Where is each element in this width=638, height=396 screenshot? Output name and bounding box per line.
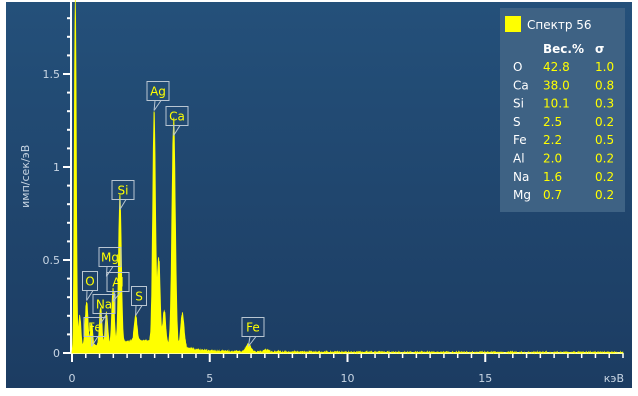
table-cell-weight: 10.1 [543,97,570,111]
y-tick-label: 1.5 [43,68,61,81]
table-header-sigma: σ [595,42,604,56]
legend-swatch [505,16,521,32]
table-cell-element: Fe [513,133,527,147]
peak-label-text: Na [96,298,112,312]
table-cell-element: Mg [513,188,531,202]
y-axis-title: имп/сек/эВ [19,145,32,208]
table-cell-sigma: 0.3 [595,97,614,111]
x-tick-label: 0 [69,372,76,385]
x-tick-label: 5 [206,372,213,385]
y-tick-label: 0.5 [43,254,61,267]
table-cell-weight: 1.6 [543,170,562,184]
table-cell-sigma: 0.5 [595,133,614,147]
table-cell-element: Ca [513,78,529,92]
x-tick-label: 15 [478,372,492,385]
table-cell-weight: 38.0 [543,78,570,92]
peak-label-text: Mg [101,251,119,265]
table-cell-sigma: 0.2 [595,152,614,166]
peak-label-text: Ag [150,85,166,99]
y-tick-label: 0 [53,347,60,360]
table-cell-weight: 2.5 [543,115,562,129]
y-tick-label: 1 [53,161,60,174]
table-header-wt: Вес.% [543,42,584,56]
table-cell-element: S [513,115,521,129]
table-cell-element: Na [513,170,529,184]
peak-label-text: Al [112,276,124,290]
table-row: Ca 38.0 0.8 [513,78,614,92]
peak-label-text: Fe [246,321,260,335]
table-cell-sigma: 0.2 [595,115,614,129]
legend-title: Спектр 56 [527,18,592,32]
peak-label-text: Ca [169,110,185,124]
table-cell-element: Si [513,97,524,111]
peak-label-text: Fe [88,321,102,335]
peak-label-text: Si [118,184,129,198]
x-tick-label: 10 [341,372,355,385]
x-axis-title: кэВ [604,372,624,385]
peak-label-text: O [85,275,94,289]
table-cell-weight: 0.7 [543,188,562,202]
table-cell-sigma: 1.0 [595,60,614,74]
table-cell-weight: 42.8 [543,60,570,74]
table-cell-sigma: 0.8 [595,78,614,92]
table-cell-sigma: 0.2 [595,170,614,184]
peak-label-text: S [135,290,143,304]
table-cell-element: O [513,60,522,74]
table-cell-weight: 2.2 [543,133,562,147]
table-cell-weight: 2.0 [543,152,562,166]
table-cell-element: Al [513,152,525,166]
table-cell-sigma: 0.2 [595,188,614,202]
